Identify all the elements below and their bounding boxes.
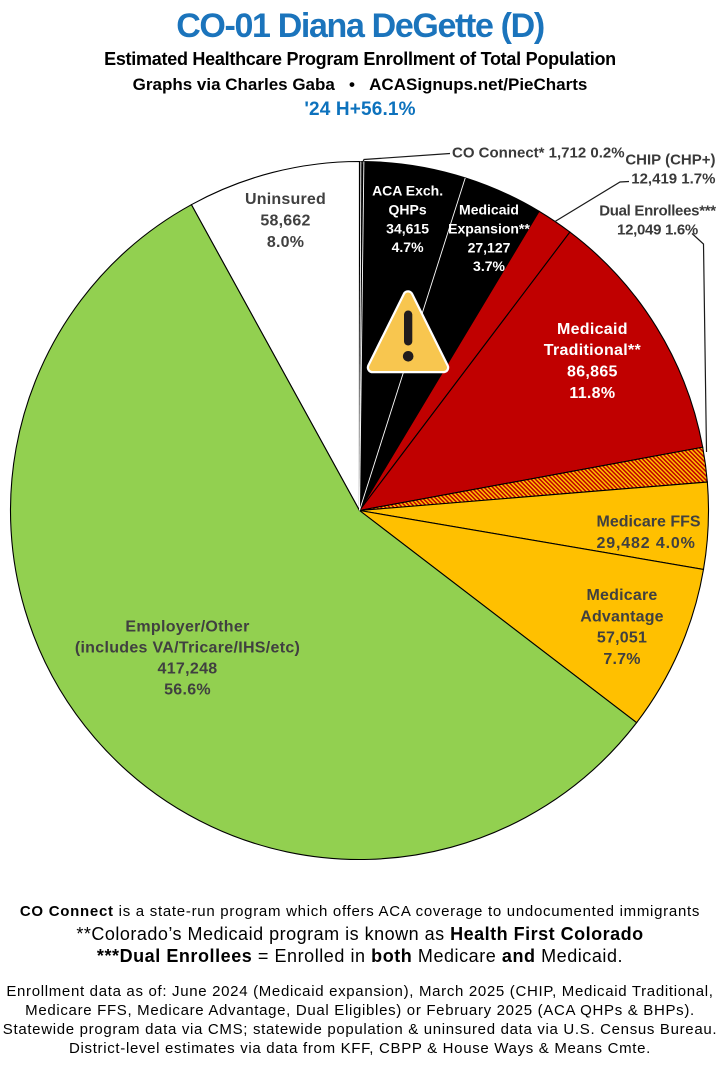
- svg-text:Traditional**: Traditional**: [544, 342, 642, 359]
- svg-text:12,049 1.6%: 12,049 1.6%: [617, 222, 698, 239]
- svg-text:34,615: 34,615: [386, 220, 429, 236]
- svg-text:11.8%: 11.8%: [569, 385, 615, 402]
- svg-text:7.7%: 7.7%: [603, 651, 640, 668]
- svg-text:(includes VA/Tricare/IHS/etc): (includes VA/Tricare/IHS/etc): [75, 640, 300, 657]
- svg-text:Dual Enrollees***: Dual Enrollees***: [599, 203, 716, 220]
- svg-text:Medicare FFS: Medicare FFS: [597, 514, 701, 531]
- svg-text:86,865: 86,865: [567, 364, 618, 381]
- svg-text:Medicaid: Medicaid: [557, 321, 628, 338]
- svg-text:57,051: 57,051: [597, 630, 647, 647]
- svg-text:29,482 4.0%: 29,482 4.0%: [597, 535, 696, 552]
- svg-text:Expansion**: Expansion**: [448, 221, 530, 237]
- svg-text:8.0%: 8.0%: [267, 234, 304, 251]
- svg-text:Uninsured: Uninsured: [245, 191, 326, 208]
- svg-text:58,662: 58,662: [260, 213, 310, 230]
- svg-text:Medicare: Medicare: [587, 587, 658, 604]
- svg-text:56.6%: 56.6%: [164, 681, 211, 698]
- svg-text:Advantage: Advantage: [580, 608, 664, 625]
- svg-text:3.7%: 3.7%: [473, 258, 505, 274]
- svg-text:QHPs: QHPs: [389, 202, 427, 218]
- svg-text:Employer/Other: Employer/Other: [125, 619, 249, 636]
- svg-text:CHIP (CHP+): CHIP (CHP+): [625, 151, 715, 168]
- svg-text:417,248: 417,248: [158, 661, 218, 678]
- svg-text:CO Connect* 1,712 0.2%: CO Connect* 1,712 0.2%: [452, 145, 625, 162]
- svg-text:4.7%: 4.7%: [392, 239, 424, 255]
- svg-text:12,419 1.7%: 12,419 1.7%: [631, 171, 715, 188]
- svg-text:ACA Exch.: ACA Exch.: [372, 183, 443, 199]
- svg-text:Medicaid: Medicaid: [459, 202, 519, 218]
- svg-text:27,127: 27,127: [468, 239, 511, 255]
